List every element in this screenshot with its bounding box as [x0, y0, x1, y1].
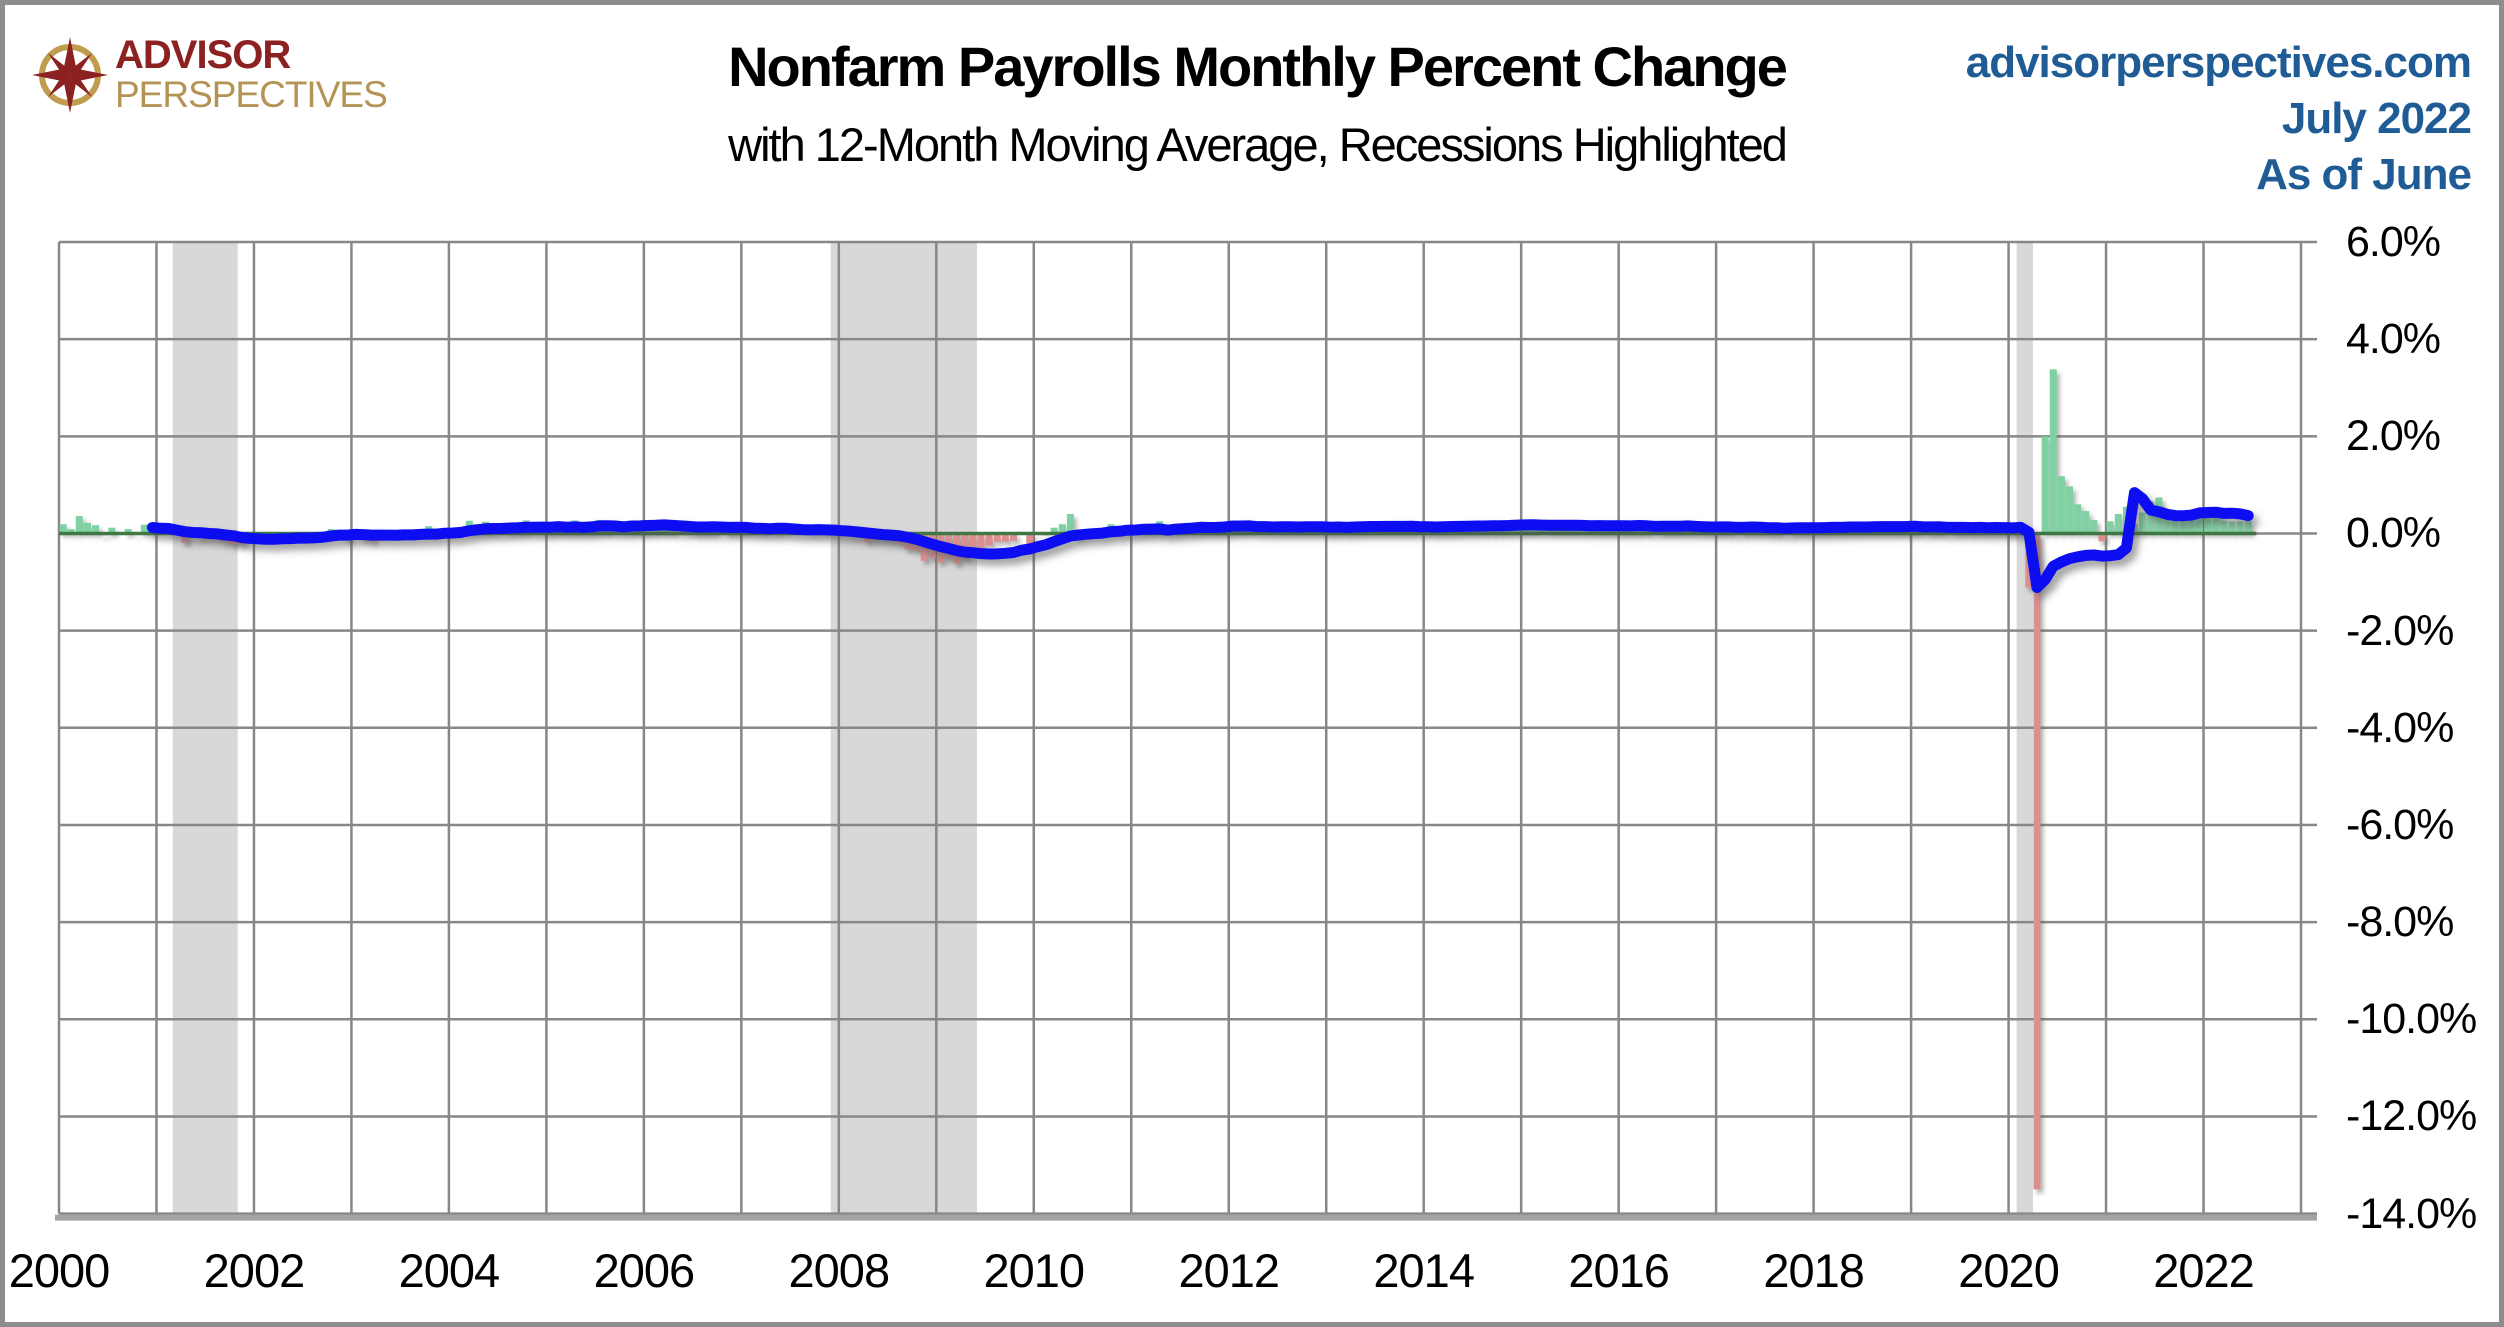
bar-month — [2114, 514, 2122, 534]
bar-month — [2049, 369, 2057, 534]
bar-month — [2066, 486, 2073, 534]
bar-month — [977, 533, 985, 551]
source-date: July 2022 — [2281, 94, 2472, 143]
bar-month — [985, 533, 993, 546]
bar-month — [969, 533, 977, 547]
bar-month — [1050, 527, 1058, 534]
y-axis-label: 6.0% — [2346, 218, 2441, 266]
x-axis-label: 2004 — [398, 1244, 501, 1297]
bar-month — [2147, 501, 2155, 534]
bar-month — [2139, 512, 2147, 534]
logo-wordmark: ADVISOR PERSPECTIVES — [115, 33, 388, 115]
bar-month — [124, 529, 132, 534]
logo-word-advisor: ADVISOR — [115, 33, 291, 77]
source-site: advisorperspectives.com — [1965, 38, 2472, 87]
bar-month — [2171, 519, 2179, 534]
logo-word-perspectives: PERSPECTIVES — [115, 74, 388, 115]
y-axis-label: 2.0% — [2346, 412, 2441, 461]
bar-month — [140, 524, 148, 534]
x-axis-label: 2008 — [788, 1244, 891, 1297]
bar-month — [1001, 533, 1009, 542]
bar-month — [2244, 521, 2252, 534]
bar-month — [2033, 533, 2041, 1190]
bar-month — [2098, 533, 2106, 542]
monthly-change-bars — [59, 369, 2252, 1190]
bar-month — [2228, 521, 2236, 534]
bar-month — [2236, 521, 2244, 534]
page-subtitle: with 12-Month Moving Average, Recessions… — [728, 118, 1788, 171]
bar-month — [2090, 519, 2098, 534]
y-axis-label: -4.0% — [2346, 703, 2454, 752]
x-axis-label: 2020 — [1958, 1244, 2060, 1297]
y-axis-label: -12.0% — [2346, 1092, 2477, 1141]
bar-month — [84, 522, 91, 534]
bar-month — [1010, 533, 1017, 541]
bar-month — [993, 533, 1001, 542]
y-axis-label: 0.0% — [2346, 509, 2441, 558]
source-block: advisorperspectives.com July 2022 As of … — [1965, 35, 2472, 203]
x-axis-label: 2006 — [593, 1244, 696, 1297]
x-axis-label: 2000 — [8, 1244, 111, 1297]
y-axis-label: -6.0% — [2346, 800, 2454, 849]
moving-average-line — [146, 487, 2254, 593]
bar-month — [2106, 521, 2114, 534]
bar-month — [1066, 514, 1074, 534]
y-axis-label: -2.0% — [2346, 606, 2454, 655]
page-title: Nonfarm Payrolls Monthly Percent Change — [728, 35, 1788, 98]
bar-month — [108, 527, 116, 534]
bar-month — [92, 525, 100, 534]
y-axis-label: -10.0% — [2346, 995, 2477, 1044]
bar-month — [2204, 517, 2212, 534]
bar-month — [181, 533, 189, 543]
bar-month — [2074, 504, 2082, 534]
bar-month — [2179, 512, 2187, 534]
bar-month — [2057, 476, 2065, 534]
y-axis-label: -14.0% — [2346, 1189, 2477, 1238]
source-asof: As of June — [2256, 150, 2472, 199]
x-axis-label: 2016 — [1568, 1244, 1670, 1297]
bar-month — [59, 524, 67, 534]
bar-month — [1058, 524, 1066, 534]
bar-month — [2187, 512, 2195, 534]
bar-month — [2041, 436, 2049, 534]
payrolls-chart-plot — [55, 240, 2317, 1221]
x-axis-label: 2010 — [983, 1244, 1086, 1297]
x-axis-label: 2002 — [203, 1244, 306, 1297]
x-axis-label: 2012 — [1178, 1244, 1280, 1297]
compass-star-icon — [32, 37, 108, 113]
title-block: Nonfarm Payrolls Monthly Percent Change … — [5, 35, 2499, 171]
bar-month — [2163, 517, 2171, 534]
advisor-perspectives-logo: ADVISOR PERSPECTIVES — [31, 33, 388, 115]
bar-month — [2082, 511, 2090, 534]
x-axis-label: 2022 — [2153, 1244, 2255, 1297]
bar-month — [2220, 520, 2228, 534]
bar-month — [67, 529, 75, 534]
y-axis-label: 4.0% — [2346, 315, 2441, 364]
x-axis-label: 2018 — [1763, 1244, 1865, 1297]
bar-month — [2196, 514, 2203, 534]
bar-month — [961, 533, 969, 559]
bar-month — [75, 516, 83, 534]
bar-month — [1026, 533, 1034, 545]
y-axis-label: -8.0% — [2346, 898, 2454, 947]
x-axis-label: 2014 — [1373, 1244, 1475, 1297]
bar-month — [2212, 510, 2220, 534]
